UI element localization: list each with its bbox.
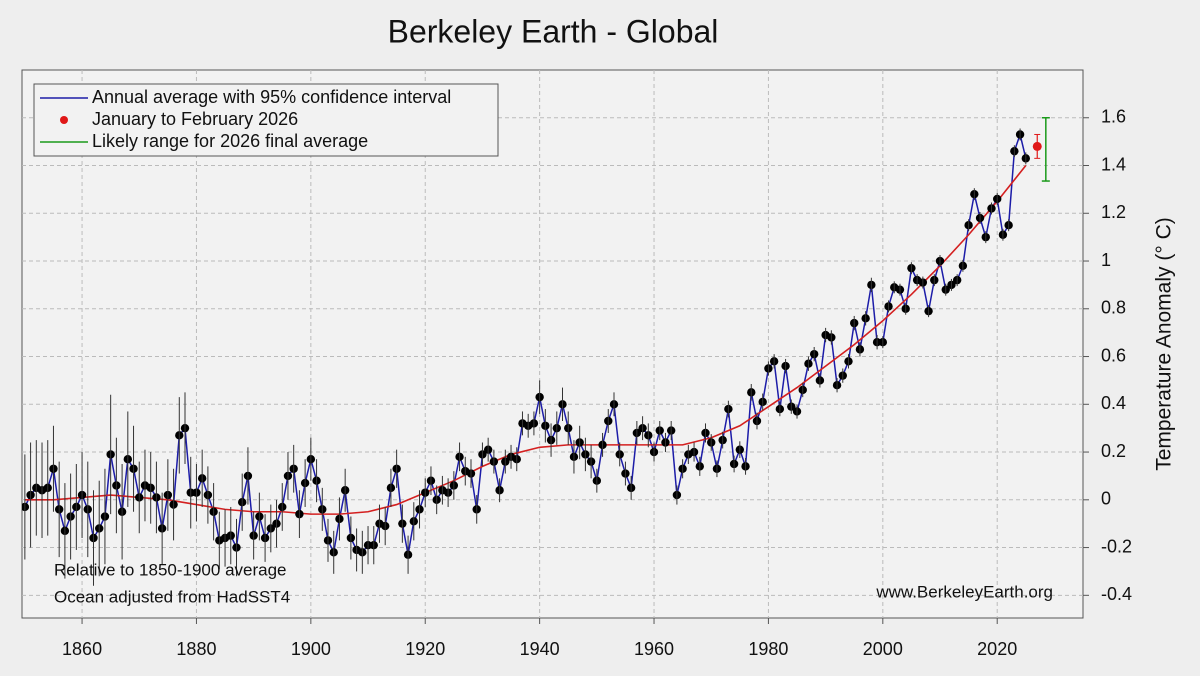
y-tick-label: 1.2 bbox=[1101, 202, 1126, 222]
legend-label: Likely range for 2026 final average bbox=[92, 131, 368, 151]
x-tick-label: 1880 bbox=[176, 639, 216, 659]
y-tick-label: 0.8 bbox=[1101, 298, 1126, 318]
annotation: Relative to 1850-1900 average bbox=[54, 560, 287, 579]
y-tick-label: 0.6 bbox=[1101, 345, 1126, 365]
y-tick-label: 0.4 bbox=[1101, 393, 1126, 413]
y-tick-label: 1 bbox=[1101, 250, 1111, 270]
y-axis-label: Temperature Anomaly (° C) bbox=[1153, 217, 1176, 471]
legend-swatch bbox=[60, 116, 68, 124]
x-tick-label: 2000 bbox=[863, 639, 903, 659]
current-point bbox=[1032, 141, 1042, 151]
y-tick-label: 0.2 bbox=[1101, 441, 1126, 461]
y-tick-label: 0 bbox=[1101, 489, 1111, 509]
plot-area bbox=[21, 69, 1084, 619]
y-tick-label: -0.2 bbox=[1101, 536, 1132, 556]
data-point bbox=[22, 502, 30, 512]
y-tick-label: 1.6 bbox=[1101, 107, 1126, 127]
x-tick-label: 1940 bbox=[520, 639, 560, 659]
x-tick-label: 1920 bbox=[405, 639, 445, 659]
smooth-line bbox=[24, 165, 1027, 515]
y-tick-label: -0.4 bbox=[1101, 584, 1132, 604]
annotation: www.BerkeleyEarth.org bbox=[875, 582, 1053, 601]
x-tick-label: 1980 bbox=[748, 639, 788, 659]
x-tick-label: 2020 bbox=[977, 639, 1017, 659]
chart-title: Berkeley Earth - Global bbox=[388, 13, 719, 49]
legend-label: January to February 2026 bbox=[92, 109, 298, 129]
x-tick-label: 1900 bbox=[291, 639, 331, 659]
annotation: Ocean adjusted from HadSST4 bbox=[54, 587, 290, 606]
x-tick-label: 1860 bbox=[62, 639, 102, 659]
legend-label: Annual average with 95% confidence inter… bbox=[92, 87, 451, 107]
y-tick-label: 1.4 bbox=[1101, 154, 1126, 174]
legend-box bbox=[33, 83, 499, 157]
x-tick-label: 1960 bbox=[634, 639, 674, 659]
